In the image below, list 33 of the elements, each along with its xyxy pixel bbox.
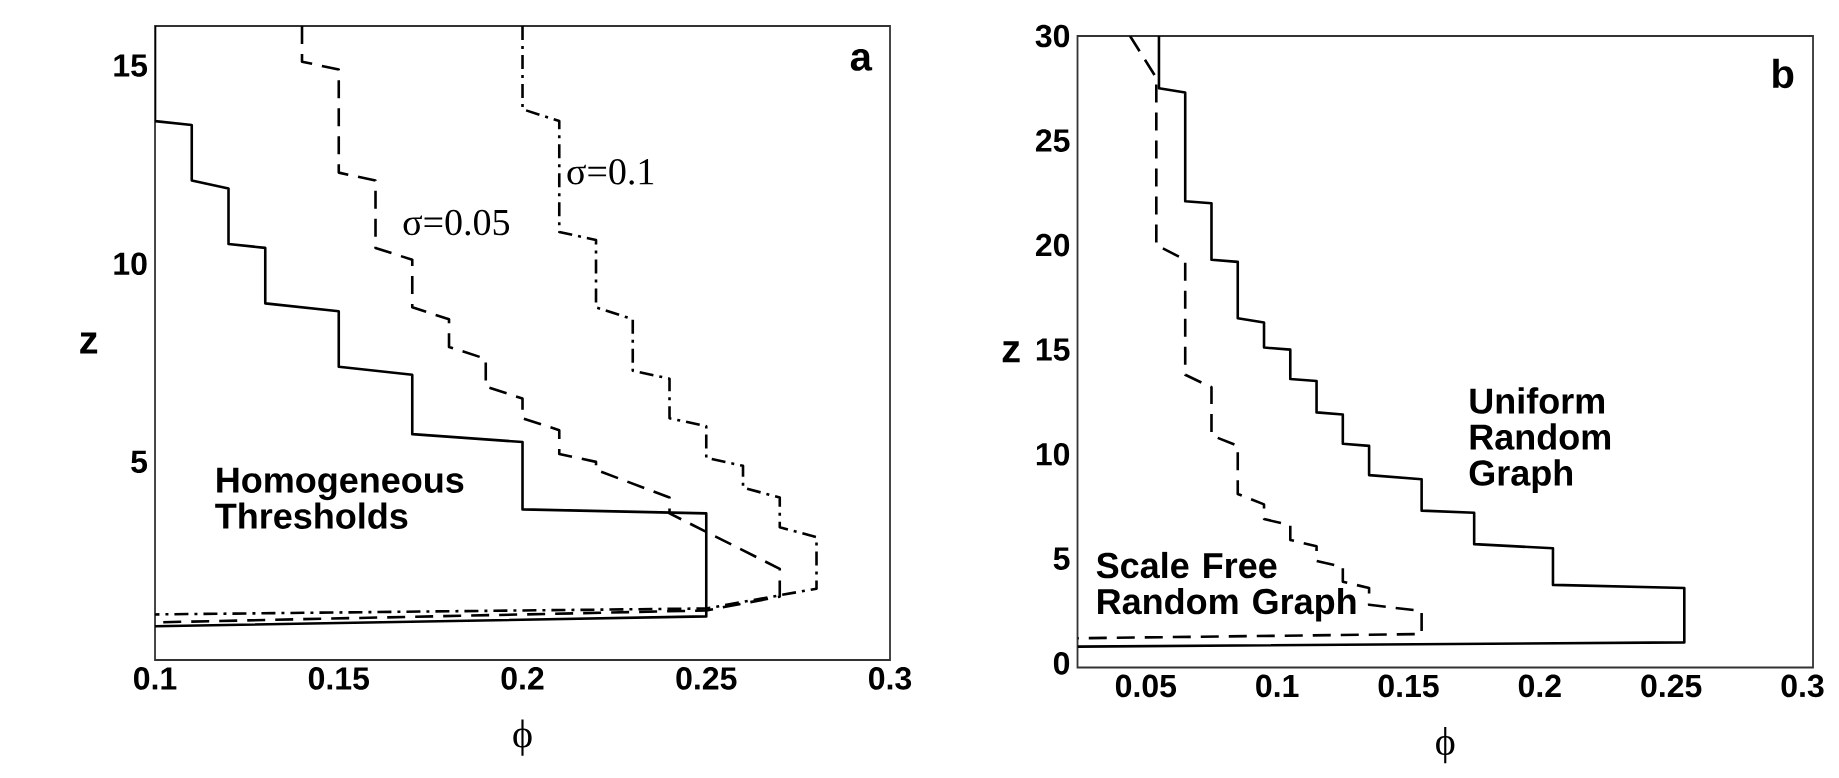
x-tick-label: 0.15 bbox=[1378, 674, 1439, 698]
series-label: σ=0.1 bbox=[567, 158, 654, 185]
line-series bbox=[1077, 35, 1686, 648]
series-label: Homogeneous Thresholds bbox=[215, 467, 464, 529]
x-tick-label: 0.1 bbox=[1256, 674, 1299, 698]
y-tick-label: 20 bbox=[1035, 233, 1070, 257]
series-label: Uniform Random Graph bbox=[1469, 387, 1611, 493]
x-tick-label: 0.3 bbox=[869, 667, 912, 690]
y-tick-label: 15 bbox=[114, 54, 148, 77]
y-tick-label: 30 bbox=[1035, 24, 1070, 48]
x-tick-label: 0.15 bbox=[308, 667, 370, 690]
y-tick-label: 25 bbox=[1035, 129, 1070, 152]
x-tick-label: 0.3 bbox=[1781, 674, 1824, 698]
series-label: σ=0.05 bbox=[403, 209, 510, 236]
x-tick-label: 0.25 bbox=[676, 667, 737, 690]
series-label: Scale Free Random Graph bbox=[1096, 551, 1356, 622]
y-tick-label: 15 bbox=[1036, 338, 1070, 361]
x-tick-label: 0.25 bbox=[1641, 674, 1702, 698]
y-axis-title: z bbox=[80, 332, 98, 354]
y-tick-label: 5 bbox=[1053, 547, 1070, 570]
x-tick-label: 0.2 bbox=[501, 667, 544, 690]
y-tick-label: 0 bbox=[1053, 652, 1070, 675]
y-tick-label: 5 bbox=[131, 450, 148, 474]
x-axis-title: ϕ bbox=[1436, 727, 1455, 764]
chart-title: a bbox=[850, 48, 873, 71]
y-axis-title: z bbox=[1002, 341, 1020, 363]
chart-title: b bbox=[1773, 58, 1794, 89]
y-tick-label: 10 bbox=[114, 252, 147, 276]
x-tick-label: 0.2 bbox=[1518, 674, 1561, 698]
y-tick-label: 10 bbox=[1036, 442, 1070, 466]
x-tick-label: 0.05 bbox=[1115, 674, 1177, 698]
x-axis-title: ϕ bbox=[513, 719, 532, 756]
x-tick-label: 0.1 bbox=[134, 667, 177, 690]
